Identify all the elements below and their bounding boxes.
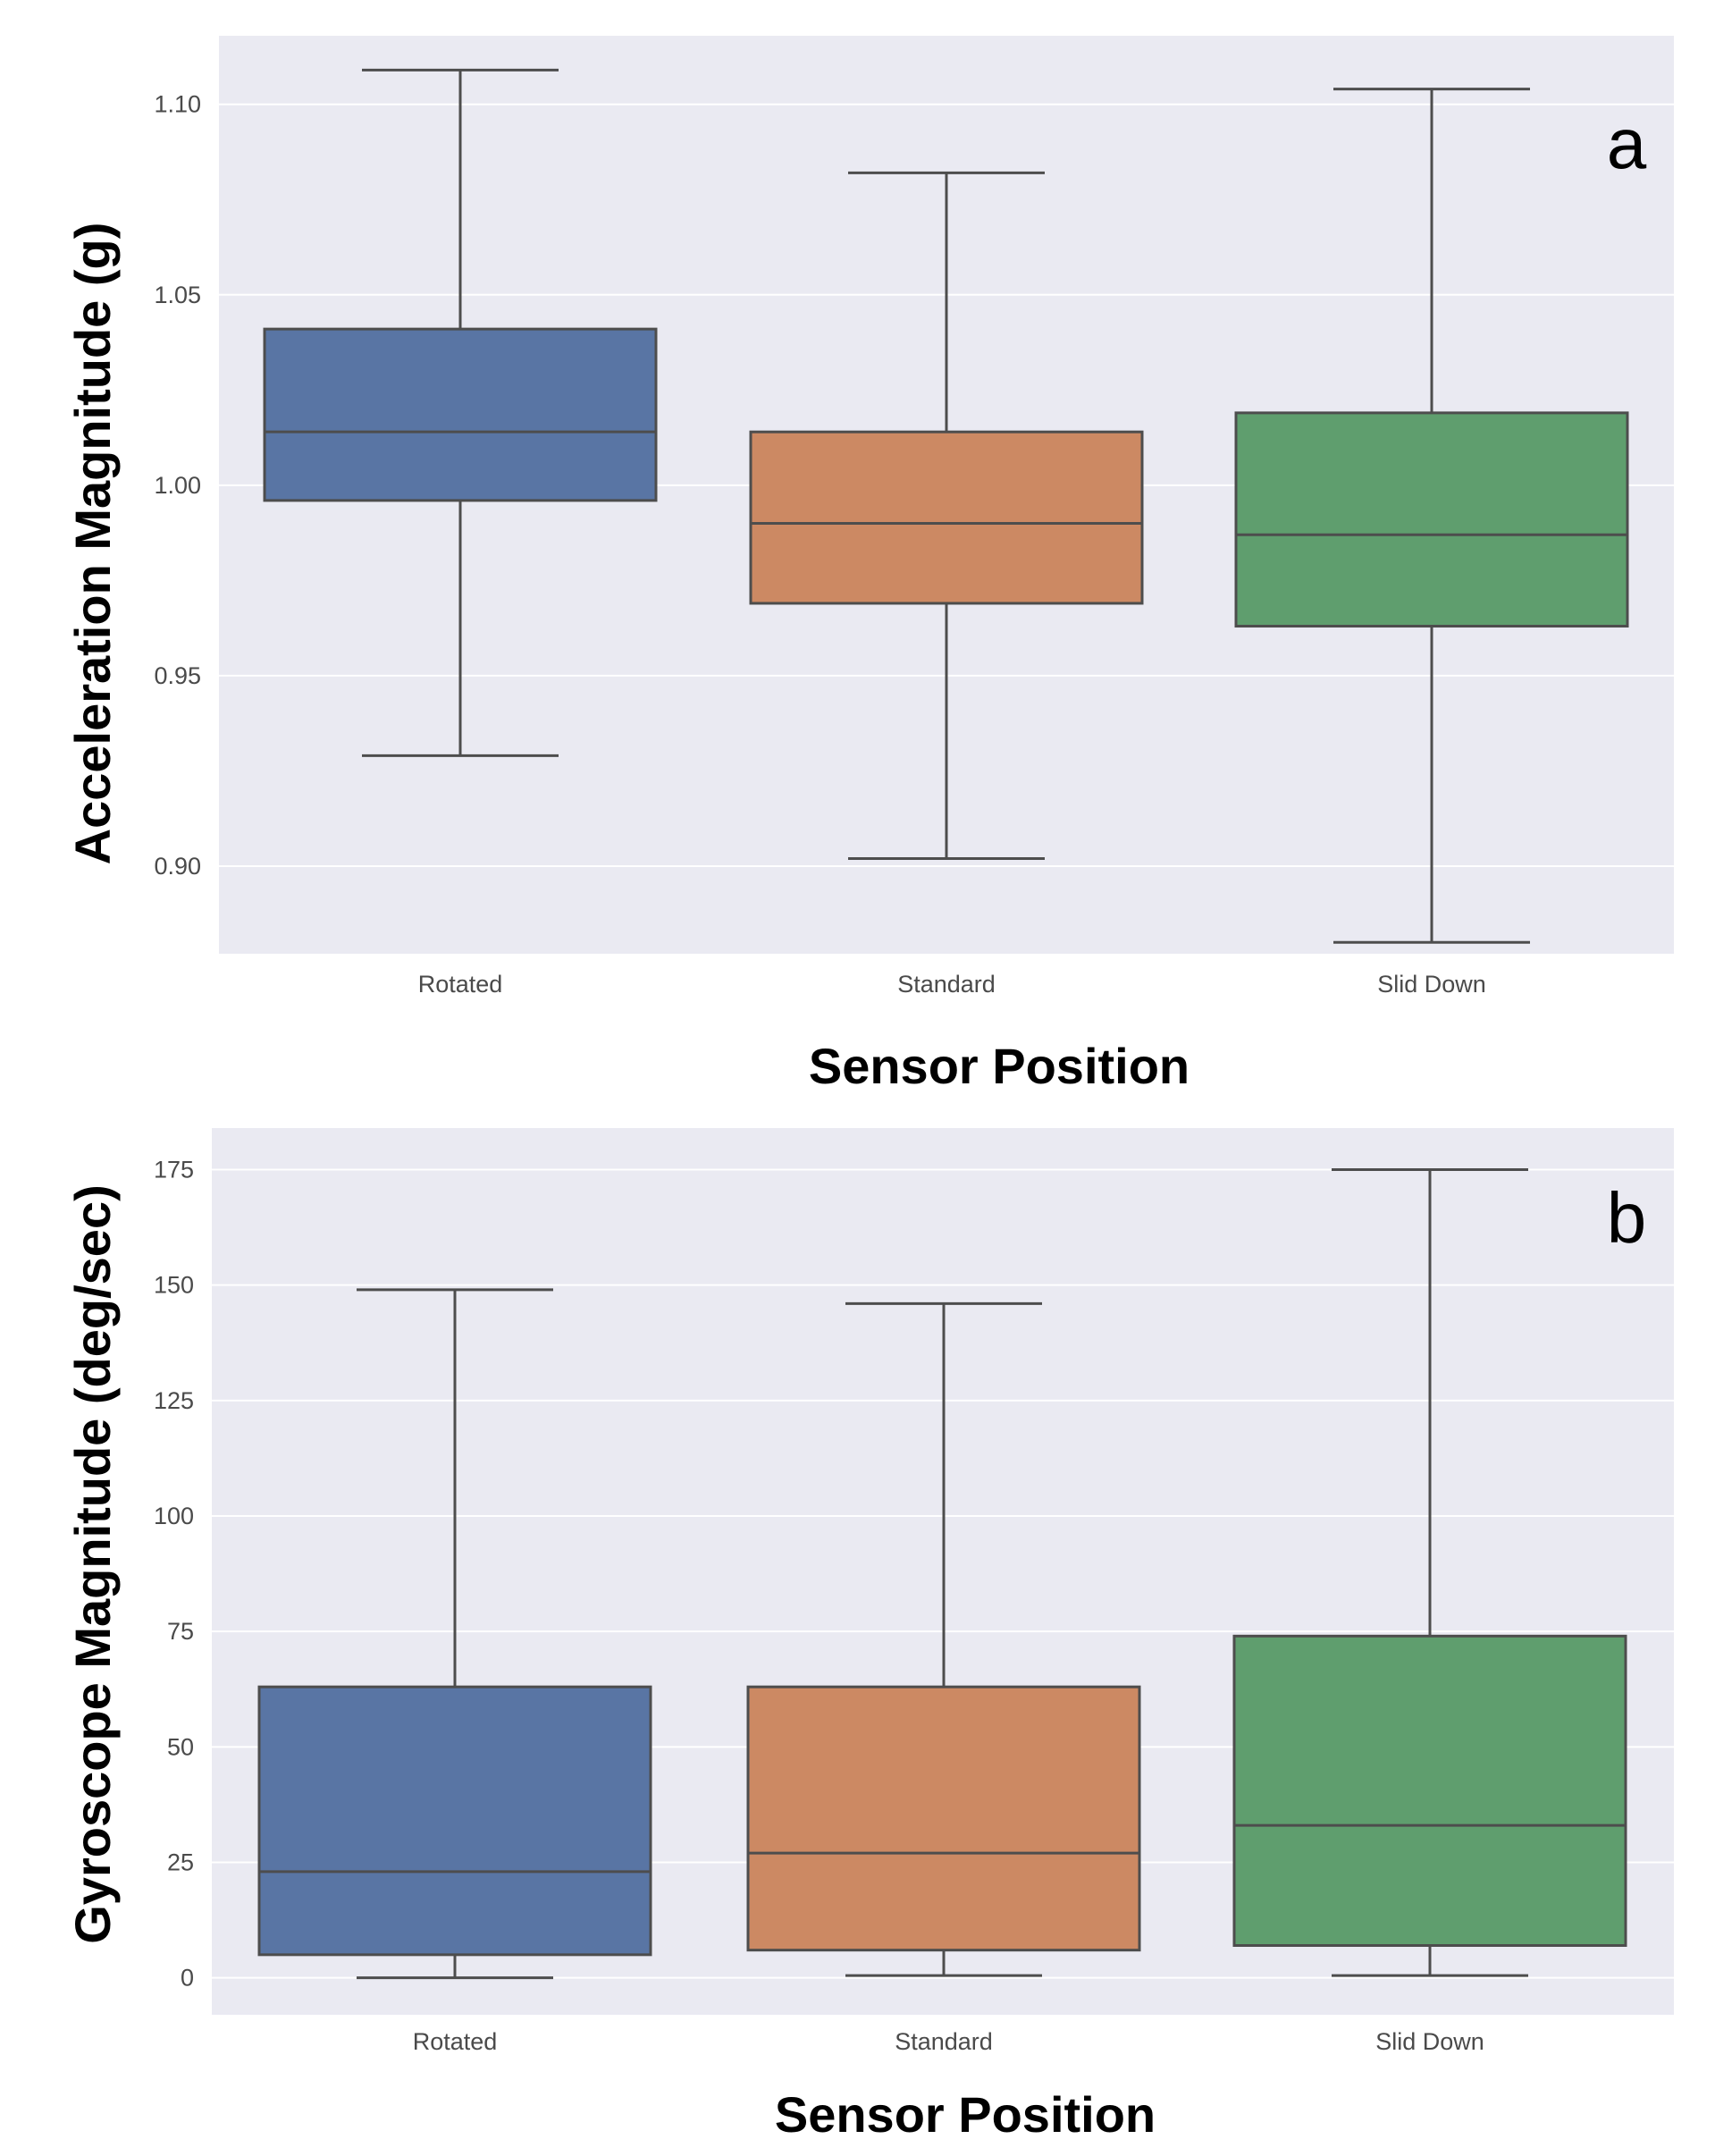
y-axis-title: Acceleration Magnitude (g) xyxy=(64,223,121,865)
x-tick-label: Rotated xyxy=(413,2028,498,2055)
box-rotated xyxy=(257,1288,652,1980)
y-tick-label: 75 xyxy=(167,1618,194,1645)
x-axis-title: Sensor Position xyxy=(775,2086,1156,2143)
x-tick-label: Standard xyxy=(895,2028,993,2055)
box-body xyxy=(1234,411,1629,628)
box-slid-down xyxy=(1234,88,1629,944)
y-tick-label: 100 xyxy=(154,1503,194,1529)
chart-panel-b: 0 25 50 75 100 125 150 175 Rotated Standard Slid D… xyxy=(64,1128,1674,2143)
x-tick-label: Slid Down xyxy=(1377,971,1486,998)
box-body xyxy=(1232,1634,1627,1948)
box-standard xyxy=(746,1301,1141,1977)
y-tick-label: 50 xyxy=(167,1733,194,1760)
x-tick-label: Standard xyxy=(897,971,996,998)
box-body xyxy=(263,327,658,502)
box-body xyxy=(746,1685,1141,1952)
y-tick-label: 25 xyxy=(167,1849,194,1876)
y-axis-title: Gyroscope Magnitude (deg/sec) xyxy=(64,1184,121,1944)
x-tick-label: Slid Down xyxy=(1375,2028,1484,2055)
box-standard xyxy=(749,171,1144,860)
panel-label: a xyxy=(1607,104,1647,183)
y-tick-label: 1.00 xyxy=(154,472,201,499)
box-body xyxy=(749,430,1144,605)
y-tick-label: 125 xyxy=(154,1387,194,1414)
y-tick-label: 0 xyxy=(181,1965,194,1992)
y-tick-label: 1.05 xyxy=(154,282,201,308)
x-axis-title: Sensor Position xyxy=(809,1038,1190,1094)
box-body xyxy=(257,1685,652,1957)
box-rotated xyxy=(263,68,658,757)
y-tick-label: 0.95 xyxy=(154,662,201,689)
y-tick-label: 0.90 xyxy=(154,853,201,880)
chart-panel-a: 0.90 0.95 1.00 1.05 1.10 Rotated Standard Slid … xyxy=(64,36,1674,1094)
box-slid-down xyxy=(1232,1168,1627,1977)
y-tick-label: 150 xyxy=(154,1272,194,1299)
y-tick-label: 175 xyxy=(154,1157,194,1183)
x-tick-label: Rotated xyxy=(418,971,503,998)
y-tick-label: 1.10 xyxy=(154,91,201,118)
panel-label: b xyxy=(1607,1178,1647,1258)
